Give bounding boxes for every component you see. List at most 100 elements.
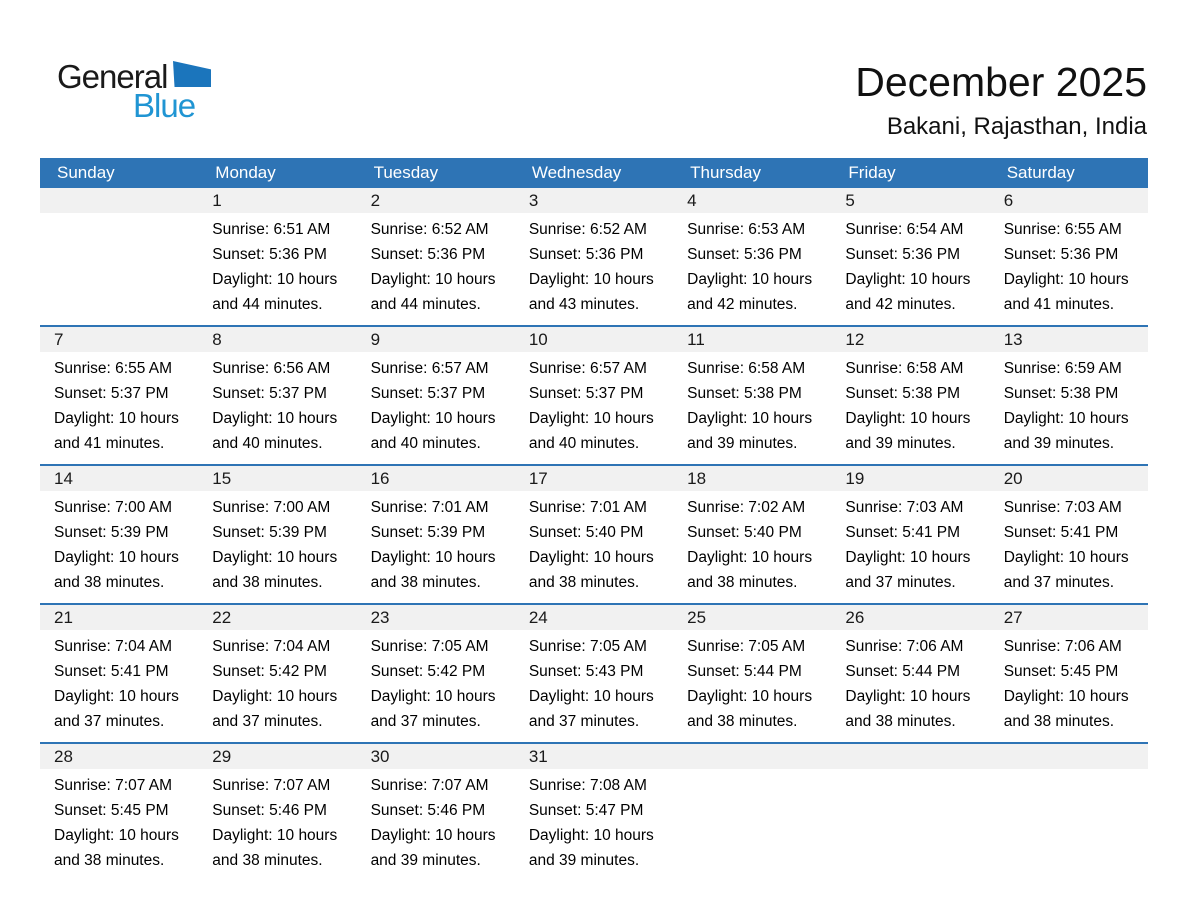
day-cell-body: Sunrise: 6:51 AM Sunset: 5:36 PM Dayligh… xyxy=(198,213,356,325)
daylight-text-line1: Daylight: 10 hours xyxy=(845,271,971,288)
daylight-text-line1: Daylight: 10 hours xyxy=(212,827,338,844)
sunset-text: Sunset: 5:39 PM xyxy=(370,524,486,541)
logo-triangle-icon xyxy=(173,61,211,87)
day-number-band: 22 xyxy=(198,605,357,630)
day-cell-body: Sunrise: 7:01 AM Sunset: 5:40 PM Dayligh… xyxy=(515,491,673,603)
sunset-text: Sunset: 5:36 PM xyxy=(370,246,486,263)
sunrise-text: Sunrise: 6:58 AM xyxy=(687,360,806,377)
sunrise-text: Sunrise: 7:02 AM xyxy=(687,499,806,516)
sunset-text: Sunset: 5:46 PM xyxy=(370,802,486,819)
sunrise-text: Sunrise: 6:58 AM xyxy=(845,360,964,377)
day-cell: 29 Sunrise: 7:07 AM Sunset: 5:46 PM Dayl… xyxy=(198,744,357,881)
sunset-text: Sunset: 5:45 PM xyxy=(54,802,169,819)
day-cell-body xyxy=(40,213,198,225)
daylight-text-line1: Daylight: 10 hours xyxy=(370,271,496,288)
day-cell: 11 Sunrise: 6:58 AM Sunset: 5:38 PM Dayl… xyxy=(673,327,832,464)
day-cell: 31 Sunrise: 7:08 AM Sunset: 5:47 PM Dayl… xyxy=(514,744,674,881)
day-number-band: 14 xyxy=(40,466,199,491)
day-cell-body: Sunrise: 6:54 AM Sunset: 5:36 PM Dayligh… xyxy=(831,213,989,325)
day-cell-body: Sunrise: 7:03 AM Sunset: 5:41 PM Dayligh… xyxy=(831,491,989,603)
day-number: 24 xyxy=(528,607,548,627)
day-cell: 10 Sunrise: 6:57 AM Sunset: 5:37 PM Dayl… xyxy=(514,327,674,464)
day-cell-body xyxy=(831,769,989,781)
daylight-text-line1: Daylight: 10 hours xyxy=(54,410,179,427)
sunrise-text: Sunrise: 7:03 AM xyxy=(1003,499,1122,516)
sunset-text: Sunset: 5:38 PM xyxy=(1003,385,1119,402)
weekday-header: Saturday xyxy=(1006,163,1075,182)
sunset-text: Sunset: 5:44 PM xyxy=(687,663,802,680)
header-titles: December 2025 Bakani, Rajasthan, India xyxy=(855,59,1147,140)
daylight-text-line1: Daylight: 10 hours xyxy=(54,827,179,844)
daylight-text-line1: Daylight: 10 hours xyxy=(687,688,813,705)
daylight-text-line1: Daylight: 10 hours xyxy=(528,827,654,844)
daylight-text-line2: and 37 minutes. xyxy=(212,713,323,730)
day-cell-body: Sunrise: 7:02 AM Sunset: 5:40 PM Dayligh… xyxy=(673,491,831,603)
daylight-text-line2: and 37 minutes. xyxy=(1003,574,1114,591)
day-number-band: 23 xyxy=(356,605,515,630)
day-cell-body xyxy=(990,769,1148,781)
day-number: 2 xyxy=(370,190,381,210)
daylight-text-line1: Daylight: 10 hours xyxy=(212,549,338,566)
daylight-text-line1: Daylight: 10 hours xyxy=(370,827,496,844)
sunset-text: Sunset: 5:39 PM xyxy=(54,524,169,541)
day-cell xyxy=(40,188,199,325)
sunset-text: Sunset: 5:46 PM xyxy=(212,802,327,819)
day-number-band: 4 xyxy=(673,188,832,213)
day-number: 15 xyxy=(212,468,232,488)
day-number: 3 xyxy=(528,190,539,210)
daylight-text-line2: and 40 minutes. xyxy=(212,435,323,452)
sunset-text: Sunset: 5:38 PM xyxy=(845,385,961,402)
day-number: 26 xyxy=(845,607,865,627)
day-number: 22 xyxy=(212,607,232,627)
day-cell xyxy=(989,744,1148,881)
day-number-band xyxy=(40,188,199,213)
sunrise-text: Sunrise: 6:57 AM xyxy=(370,360,489,377)
day-number: 16 xyxy=(370,468,390,488)
day-cell-body: Sunrise: 7:04 AM Sunset: 5:41 PM Dayligh… xyxy=(40,630,198,742)
day-number-band: 17 xyxy=(514,466,674,491)
day-cell: 21 Sunrise: 7:04 AM Sunset: 5:41 PM Dayl… xyxy=(40,605,199,742)
day-cell: 13 Sunrise: 6:59 AM Sunset: 5:38 PM Dayl… xyxy=(989,327,1148,464)
daylight-text-line2: and 43 minutes. xyxy=(528,296,640,313)
day-number: 19 xyxy=(845,468,865,488)
day-cell: 3 Sunrise: 6:52 AM Sunset: 5:36 PM Dayli… xyxy=(514,188,674,325)
day-number-band: 24 xyxy=(514,605,674,630)
daylight-text-line1: Daylight: 10 hours xyxy=(54,549,179,566)
daylight-text-line2: and 37 minutes. xyxy=(370,713,481,730)
day-cell-body: Sunrise: 7:08 AM Sunset: 5:47 PM Dayligh… xyxy=(515,769,673,881)
daylight-text-line1: Daylight: 10 hours xyxy=(845,410,971,427)
day-cell-body: Sunrise: 7:05 AM Sunset: 5:43 PM Dayligh… xyxy=(515,630,673,742)
day-number-band: 13 xyxy=(989,327,1148,352)
sunrise-text: Sunrise: 7:01 AM xyxy=(528,499,647,516)
daylight-text-line2: and 42 minutes. xyxy=(845,296,956,313)
sunset-text: Sunset: 5:45 PM xyxy=(1003,663,1119,680)
day-number: 8 xyxy=(212,329,222,349)
week-row: 28 Sunrise: 7:07 AM Sunset: 5:45 PM Dayl… xyxy=(40,742,1148,881)
day-number-band: 7 xyxy=(40,327,199,352)
day-number-band: 5 xyxy=(831,188,990,213)
sunset-text: Sunset: 5:36 PM xyxy=(845,246,961,263)
sunset-text: Sunset: 5:42 PM xyxy=(370,663,486,680)
day-number-band: 1 xyxy=(198,188,357,213)
sunset-text: Sunset: 5:44 PM xyxy=(845,663,961,680)
daylight-text-line2: and 44 minutes. xyxy=(370,296,481,313)
day-cell: 1 Sunrise: 6:51 AM Sunset: 5:36 PM Dayli… xyxy=(198,188,357,325)
day-cell-body: Sunrise: 7:00 AM Sunset: 5:39 PM Dayligh… xyxy=(198,491,356,603)
page-title: December 2025 xyxy=(855,59,1147,105)
daylight-text-line2: and 39 minutes. xyxy=(687,435,798,452)
day-number-band: 3 xyxy=(514,188,674,213)
daylight-text-line1: Daylight: 10 hours xyxy=(1003,688,1129,705)
sunset-text: Sunset: 5:41 PM xyxy=(845,524,961,541)
daylight-text-line1: Daylight: 10 hours xyxy=(370,688,496,705)
sunset-text: Sunset: 5:37 PM xyxy=(212,385,327,402)
day-number-band: 29 xyxy=(198,744,357,769)
daylight-text-line1: Daylight: 10 hours xyxy=(845,549,971,566)
sunrise-text: Sunrise: 6:52 AM xyxy=(370,221,489,238)
weekday-header: Thursday xyxy=(690,163,762,182)
weekday-header: Wednesday xyxy=(531,163,622,182)
day-number: 5 xyxy=(845,190,855,210)
day-number: 21 xyxy=(54,607,73,627)
daylight-text-line2: and 38 minutes. xyxy=(212,852,323,869)
sunrise-text: Sunrise: 7:01 AM xyxy=(370,499,489,516)
sunrise-text: Sunrise: 7:05 AM xyxy=(687,638,806,655)
